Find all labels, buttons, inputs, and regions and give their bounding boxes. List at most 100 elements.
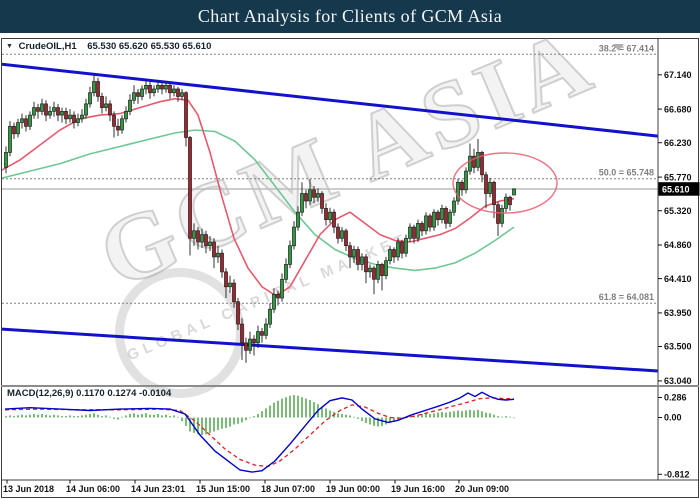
- candle: [236, 301, 240, 325]
- candle: [16, 122, 20, 135]
- time-tick-label: 15 Jun 15:00: [196, 484, 250, 494]
- candle: [228, 282, 232, 288]
- candle: [196, 230, 200, 243]
- candle: [400, 241, 404, 254]
- candle: [316, 193, 320, 198]
- candle: [88, 92, 92, 105]
- candle: [248, 338, 252, 351]
- chart-shift-icon[interactable]: [613, 44, 624, 51]
- time-tick-label: 20 Jun 09:00: [455, 484, 509, 494]
- candle: [220, 252, 224, 273]
- candle: [8, 125, 12, 153]
- time-tick-label: 13 Jun 2018: [3, 484, 54, 494]
- candle: [292, 226, 296, 247]
- macd-label: MACD(12,26,9) 0.1170 0.1274 -0.0104: [7, 388, 172, 399]
- candle: [332, 211, 336, 228]
- title-bar: Chart Analysis for Clients of GCM Asia: [0, 0, 700, 33]
- candle: [364, 256, 368, 273]
- candle: [56, 107, 60, 116]
- ma-fast-line[interactable]: [0, 97, 515, 297]
- candle: [340, 230, 344, 239]
- candle: [468, 155, 472, 172]
- candle: [212, 241, 216, 258]
- candle: [416, 223, 420, 239]
- candle: [112, 114, 116, 127]
- candle: [420, 223, 424, 232]
- axes-layer: 67.140 66.680 66.230 65.770 65.320 64.860 64.4…: [1, 38, 700, 494]
- candle: [48, 111, 52, 116]
- candle: [496, 204, 500, 224]
- window-title: Chart Analysis for Clients of GCM Asia: [197, 6, 503, 26]
- candle: [204, 234, 208, 247]
- lower-channel-trendline[interactable]: [0, 327, 658, 373]
- price-tick-label: 67.140: [664, 70, 692, 80]
- main-pane: [0, 53, 658, 373]
- price-tick-label: 63.040: [664, 376, 692, 386]
- candle: [20, 118, 24, 123]
- candle: [396, 241, 400, 258]
- macd-pane: [4, 391, 515, 473]
- symbol-label[interactable]: CrudeOIL,H1: [18, 41, 77, 52]
- candle: [144, 84, 148, 90]
- ma-slow-line[interactable]: [0, 129, 515, 272]
- candle: [492, 181, 496, 206]
- ellipse-annotation[interactable]: [452, 152, 558, 214]
- candle: [92, 81, 96, 94]
- candle: [224, 271, 228, 288]
- time-tick-label: 19 Jun 00:00: [326, 484, 380, 494]
- candle: [256, 331, 260, 344]
- symbol-dropdown-icon[interactable]: ▼: [6, 43, 13, 50]
- candle: [380, 264, 384, 276]
- candle: [100, 96, 104, 108]
- candle: [308, 189, 312, 202]
- candle: [176, 88, 180, 97]
- candle: [284, 264, 288, 280]
- candle: [96, 81, 100, 97]
- candle: [200, 234, 204, 243]
- current-price-badge-label: 65.610: [662, 184, 690, 194]
- candle: [488, 181, 492, 194]
- candle: [108, 103, 112, 116]
- upper-channel-trendline[interactable]: [0, 62, 658, 138]
- candle: [28, 114, 32, 127]
- candle: [376, 264, 380, 280]
- candle: [68, 114, 72, 120]
- candle: [152, 88, 156, 94]
- candle: [180, 92, 184, 97]
- candle: [32, 107, 36, 116]
- candle: [484, 174, 488, 194]
- candle: [24, 118, 28, 127]
- candle: [344, 230, 348, 247]
- candle: [480, 152, 484, 176]
- candle: [148, 84, 152, 94]
- candle: [12, 125, 16, 135]
- candle: [300, 193, 304, 213]
- candle: [244, 342, 248, 351]
- candle: [448, 211, 452, 224]
- candle: [52, 107, 56, 112]
- candle: [172, 88, 176, 94]
- candle: [72, 114, 76, 123]
- candle: [60, 111, 64, 116]
- candle: [232, 282, 236, 303]
- candle: [328, 211, 332, 221]
- candle: [260, 331, 264, 336]
- candle: [84, 103, 88, 116]
- candle: [324, 208, 328, 220]
- candle: [216, 252, 220, 258]
- candle: [372, 267, 376, 280]
- candle: [4, 152, 8, 168]
- candle: [336, 226, 340, 239]
- candle: [116, 125, 120, 131]
- candle: [508, 196, 512, 206]
- candle: [452, 200, 456, 213]
- candle: [404, 237, 408, 254]
- candle: [188, 137, 192, 239]
- candle: [104, 103, 108, 108]
- candle: [312, 189, 316, 198]
- candle: [348, 245, 352, 258]
- candle: [360, 256, 364, 265]
- price-tick-label: 65.770: [664, 172, 692, 182]
- fib-label: 61.8 = 64.081: [599, 292, 654, 302]
